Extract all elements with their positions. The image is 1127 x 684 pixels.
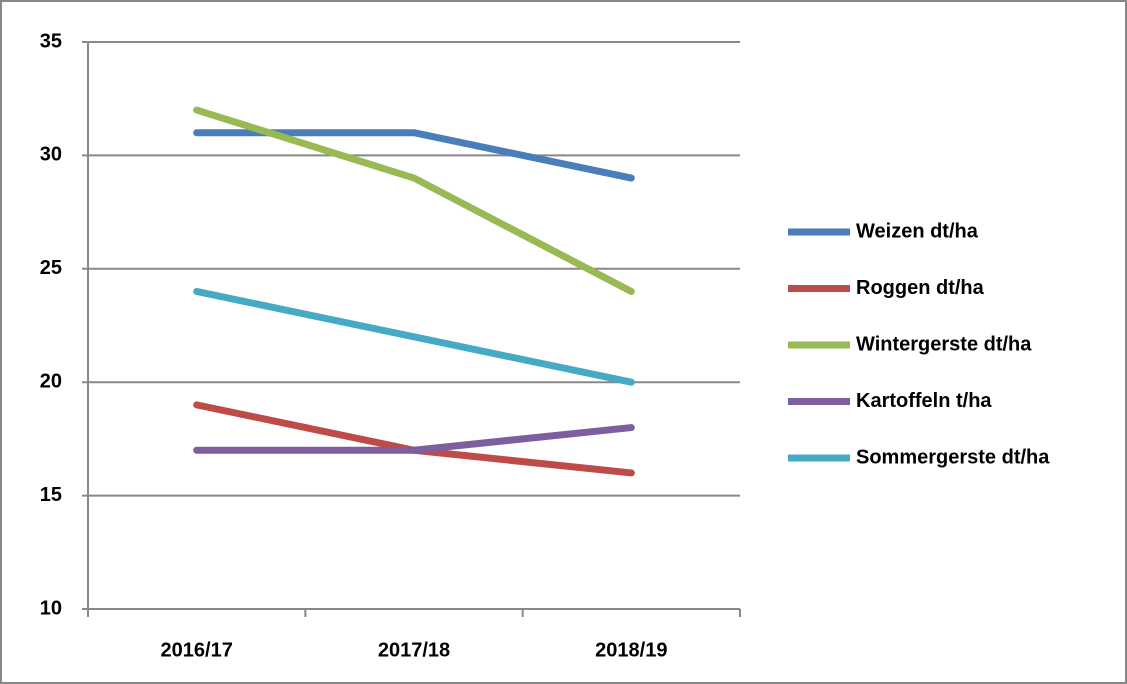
legend-label: Roggen dt/ha bbox=[856, 277, 985, 299]
legend-label: Weizen dt/ha bbox=[856, 220, 979, 242]
y-tick-label: 10 bbox=[40, 597, 62, 619]
series-line bbox=[193, 106, 635, 295]
y-tick-label: 20 bbox=[40, 370, 62, 392]
legend-label: Wintergerste dt/ha bbox=[856, 333, 1032, 355]
x-tick-label: 2016/17 bbox=[161, 639, 233, 661]
y-tick-label: 35 bbox=[40, 30, 62, 52]
x-tick-label: 2018/19 bbox=[595, 639, 667, 661]
y-tick-label: 15 bbox=[40, 484, 62, 506]
series-line bbox=[193, 424, 635, 454]
series-line bbox=[193, 287, 635, 386]
legend-label: Kartoffeln t/ha bbox=[856, 390, 992, 412]
x-tick-label: 2017/18 bbox=[378, 639, 450, 661]
y-tick-label: 30 bbox=[40, 144, 62, 166]
legend-label: Sommergerste dt/ha bbox=[856, 446, 1050, 468]
y-tick-label: 25 bbox=[40, 257, 62, 279]
